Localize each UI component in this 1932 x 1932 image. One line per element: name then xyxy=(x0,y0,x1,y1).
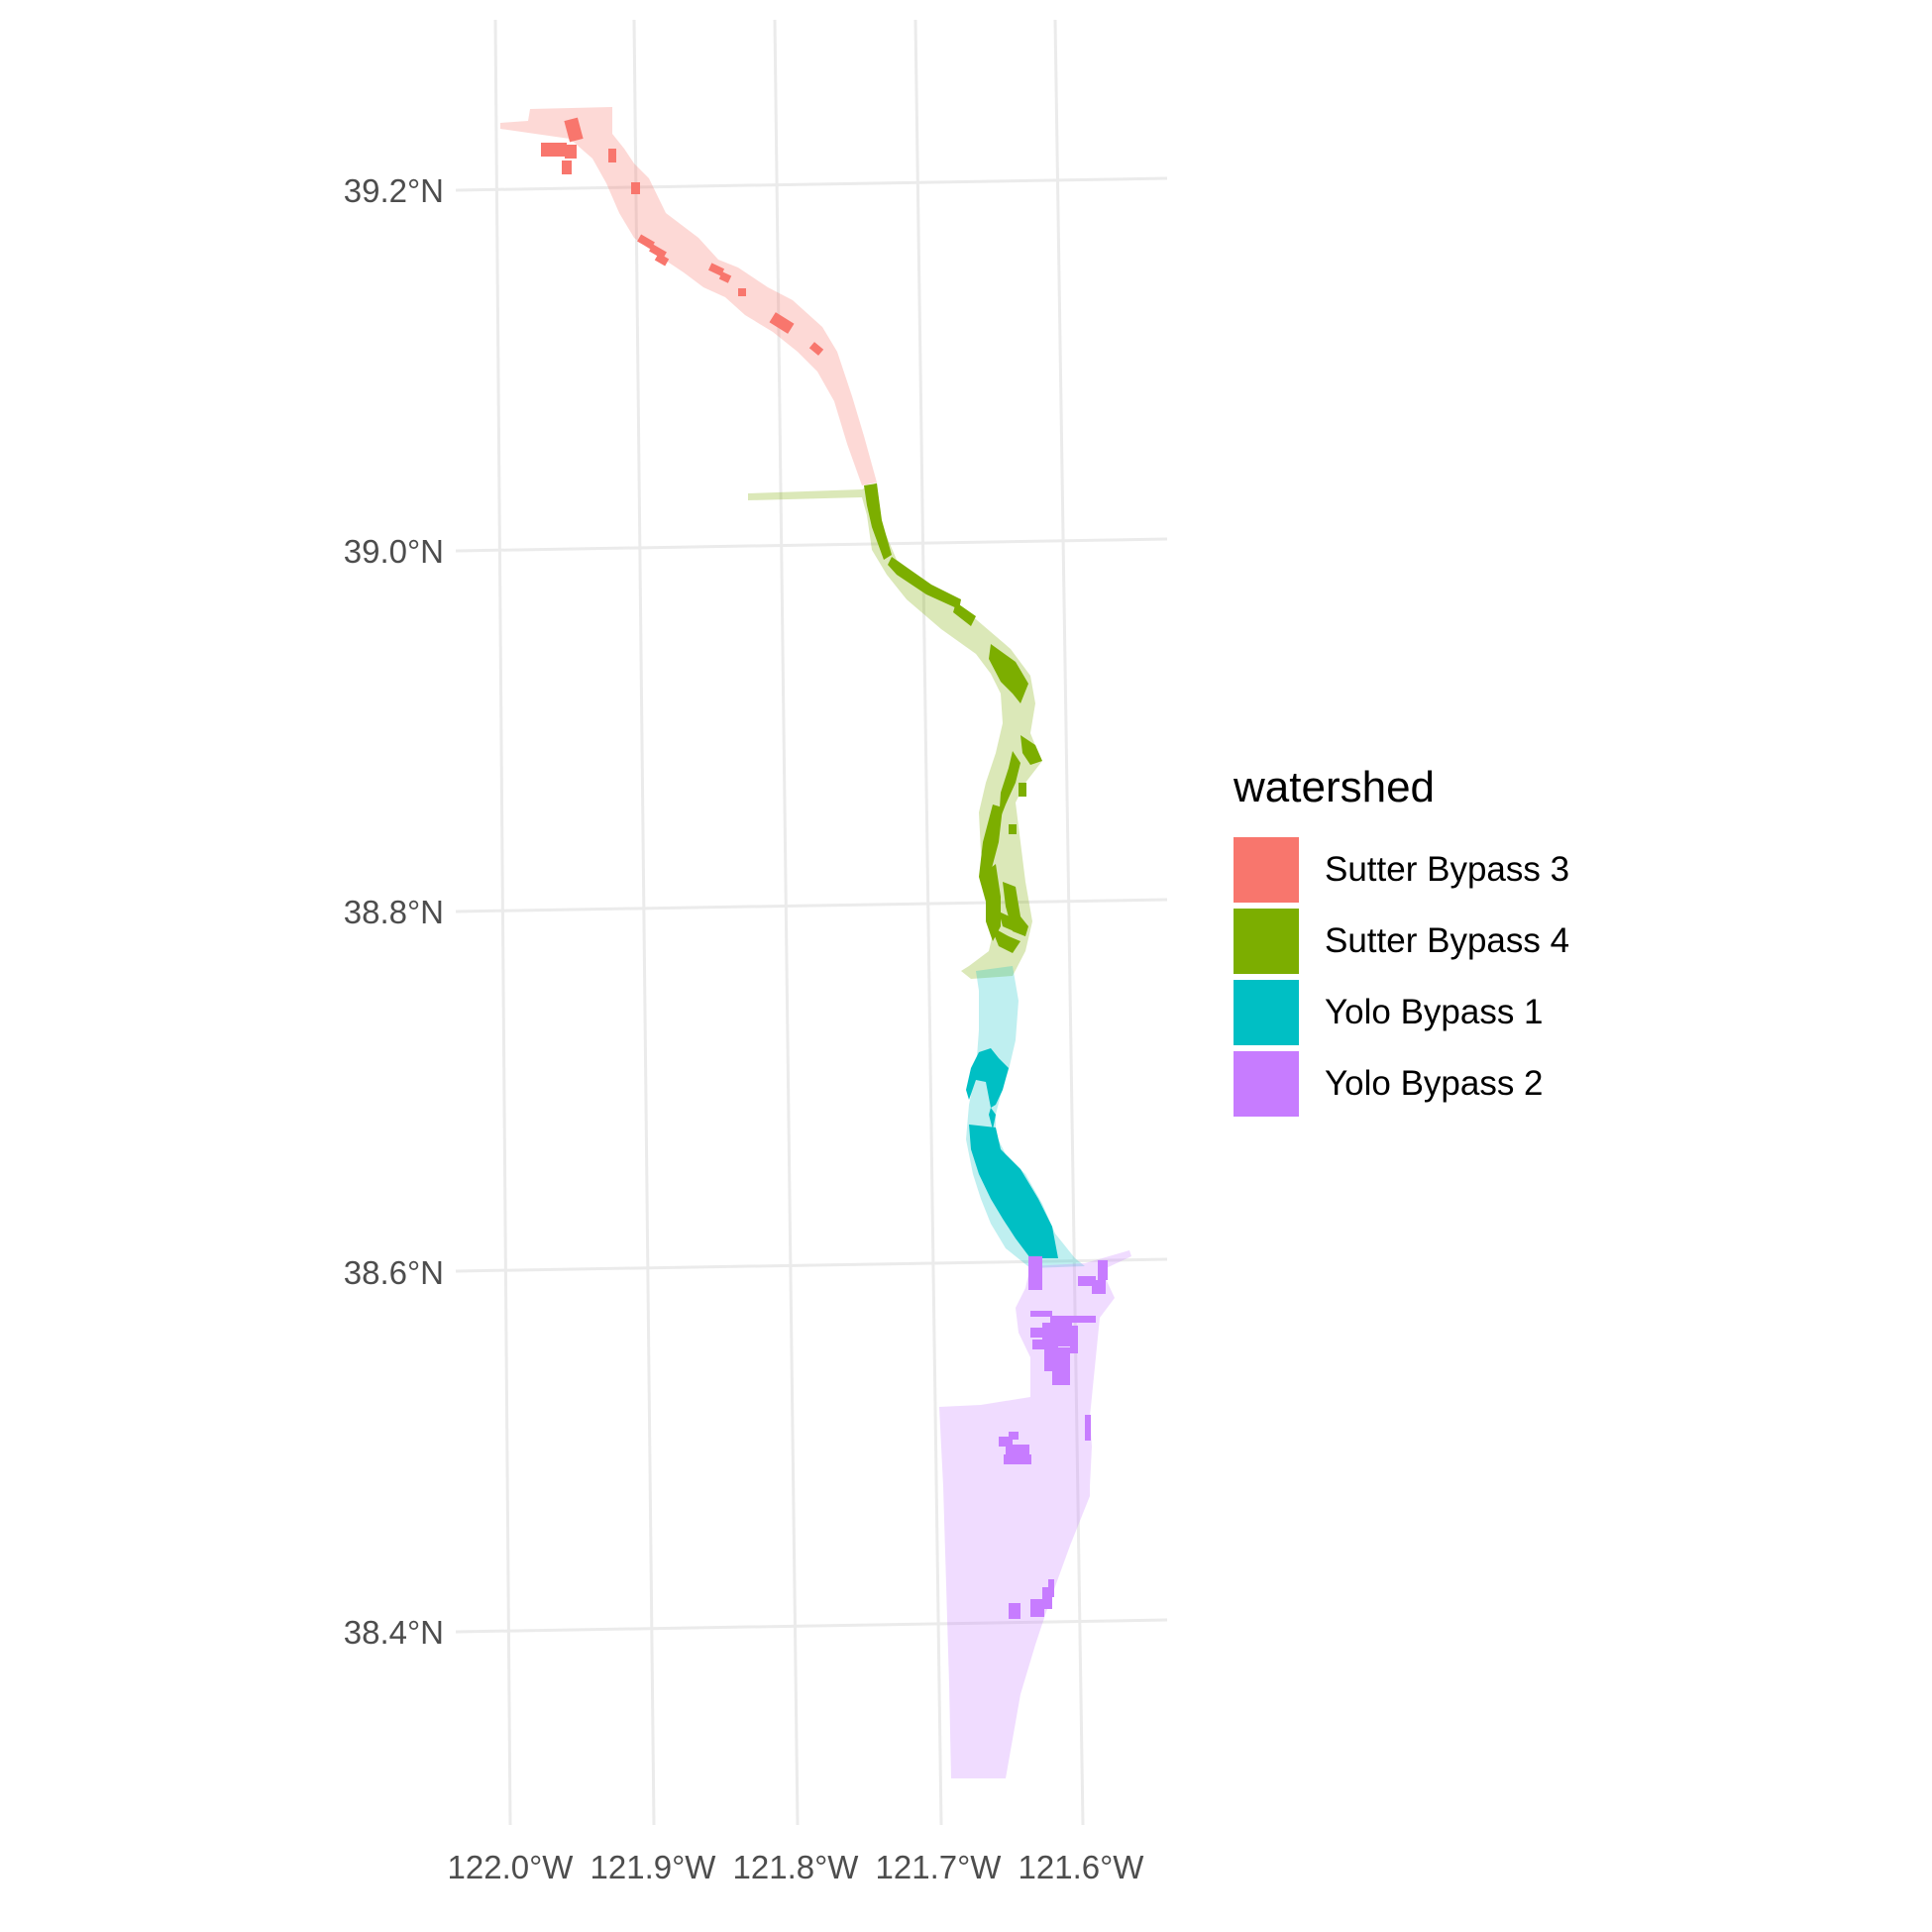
parcel xyxy=(738,288,746,296)
gridline-lon-121.8 xyxy=(773,19,800,1826)
x-axis-labels: 122.0°W 121.9°W 121.8°W 121.7°W 121.6°W xyxy=(448,1849,1145,1885)
legend-swatch xyxy=(1234,1051,1299,1117)
parcel xyxy=(562,161,572,174)
parcel xyxy=(888,557,961,609)
parcels-sutter-bypass-4 xyxy=(864,483,1042,953)
y-tick-label: 38.8°N xyxy=(344,894,444,930)
y-tick-label: 39.0°N xyxy=(344,533,444,570)
gridline-lat-39.2 xyxy=(455,176,1168,192)
gridline-lat-38.4 xyxy=(455,1618,1168,1634)
area-yolo-bypass-2 xyxy=(939,1250,1131,1778)
parcel xyxy=(864,483,892,560)
parcel xyxy=(989,644,1028,703)
parcel xyxy=(1085,1415,1091,1441)
parcel xyxy=(769,312,795,334)
gridline-lon-121.9 xyxy=(632,19,656,1826)
parcel xyxy=(1042,1323,1072,1346)
parcel xyxy=(1098,1260,1108,1280)
legend-label: Sutter Bypass 4 xyxy=(1325,921,1570,960)
parcels-sutter-bypass-3 xyxy=(541,117,824,356)
y-tick-label: 39.2°N xyxy=(344,172,444,209)
legend-item: Yolo Bypass 2 xyxy=(1234,1048,1569,1120)
parcel xyxy=(969,1125,1058,1258)
legend-label: Yolo Bypass 1 xyxy=(1325,993,1544,1031)
parcel xyxy=(1004,1454,1031,1464)
parcel xyxy=(999,912,1025,936)
x-tick-label: 122.0°W xyxy=(448,1849,575,1885)
parcel xyxy=(999,1437,1013,1447)
gridline-lon-122.0 xyxy=(493,19,512,1826)
parcel xyxy=(966,1048,1009,1108)
x-tick-label: 121.9°W xyxy=(590,1849,717,1885)
parcels-yolo-bypass-1 xyxy=(966,1048,1058,1258)
parcel xyxy=(541,143,567,157)
parcel xyxy=(1030,1599,1044,1617)
parcel xyxy=(631,182,640,194)
parcel xyxy=(808,342,824,356)
legend-swatch xyxy=(1234,909,1299,974)
y-tick-label: 38.6°N xyxy=(344,1254,444,1291)
legend-title: watershed xyxy=(1234,763,1436,811)
parcel xyxy=(1052,1347,1070,1385)
y-tick-label: 38.4°N xyxy=(344,1614,444,1651)
parcel xyxy=(1050,1316,1096,1323)
gridline-lat-38.6 xyxy=(455,1257,1168,1273)
parcel xyxy=(1020,735,1042,765)
parcel xyxy=(1030,1328,1044,1338)
parcel xyxy=(1003,882,1028,936)
parcel xyxy=(991,926,1020,953)
x-tick-label: 121.7°W xyxy=(876,1849,1003,1885)
area-sutter-bypass-3 xyxy=(500,107,877,485)
parcel xyxy=(979,805,1003,902)
parcel xyxy=(989,1108,996,1129)
legend-label: Sutter Bypass 3 xyxy=(1325,850,1570,889)
watershed-areas xyxy=(500,107,1131,1778)
watershed-parcels xyxy=(541,117,1108,1619)
x-tick-label: 121.6°W xyxy=(1019,1849,1145,1885)
parcel xyxy=(718,271,732,283)
parcel xyxy=(1019,783,1026,797)
parcel xyxy=(654,253,670,267)
parcel xyxy=(637,234,655,250)
parcel xyxy=(1032,1340,1044,1349)
parcel xyxy=(999,751,1020,822)
legend-swatch xyxy=(1234,980,1299,1045)
parcel xyxy=(1092,1280,1106,1294)
x-tick-label: 121.8°W xyxy=(733,1849,860,1885)
parcels-yolo-bypass-2 xyxy=(999,1256,1108,1619)
legend-swatch xyxy=(1234,837,1299,903)
parcel xyxy=(1070,1326,1078,1353)
gridline-lat-39.0 xyxy=(455,537,1168,553)
legend-item: Yolo Bypass 1 xyxy=(1234,977,1569,1048)
parcel xyxy=(1042,1587,1052,1609)
parcel xyxy=(1006,1445,1029,1454)
parcel xyxy=(986,864,1001,941)
legend-item: Sutter Bypass 4 xyxy=(1234,906,1569,977)
parcel xyxy=(953,602,976,626)
parcel xyxy=(564,117,584,143)
gridline-lon-121.7 xyxy=(913,19,943,1826)
parcel xyxy=(565,145,577,159)
parcel xyxy=(608,149,616,162)
parcel xyxy=(1009,1432,1019,1440)
parcel xyxy=(1009,1603,1020,1619)
y-axis-labels: 39.2°N 39.0°N 38.8°N 38.6°N 38.4°N xyxy=(344,172,444,1651)
parcel xyxy=(1030,1311,1052,1317)
parcel xyxy=(1009,824,1017,834)
legend: watershed Sutter Bypass 3 Sutter Bypass … xyxy=(1234,763,1569,1120)
gridline-lat-38.8 xyxy=(455,898,1168,913)
legend-label: Yolo Bypass 2 xyxy=(1325,1064,1544,1103)
parcel xyxy=(1048,1579,1054,1597)
parcel xyxy=(1028,1256,1042,1290)
legend-item: Sutter Bypass 3 xyxy=(1234,834,1569,906)
parcel xyxy=(707,263,725,276)
gridline-lon-121.6 xyxy=(1053,19,1085,1826)
parcel xyxy=(1078,1276,1096,1286)
